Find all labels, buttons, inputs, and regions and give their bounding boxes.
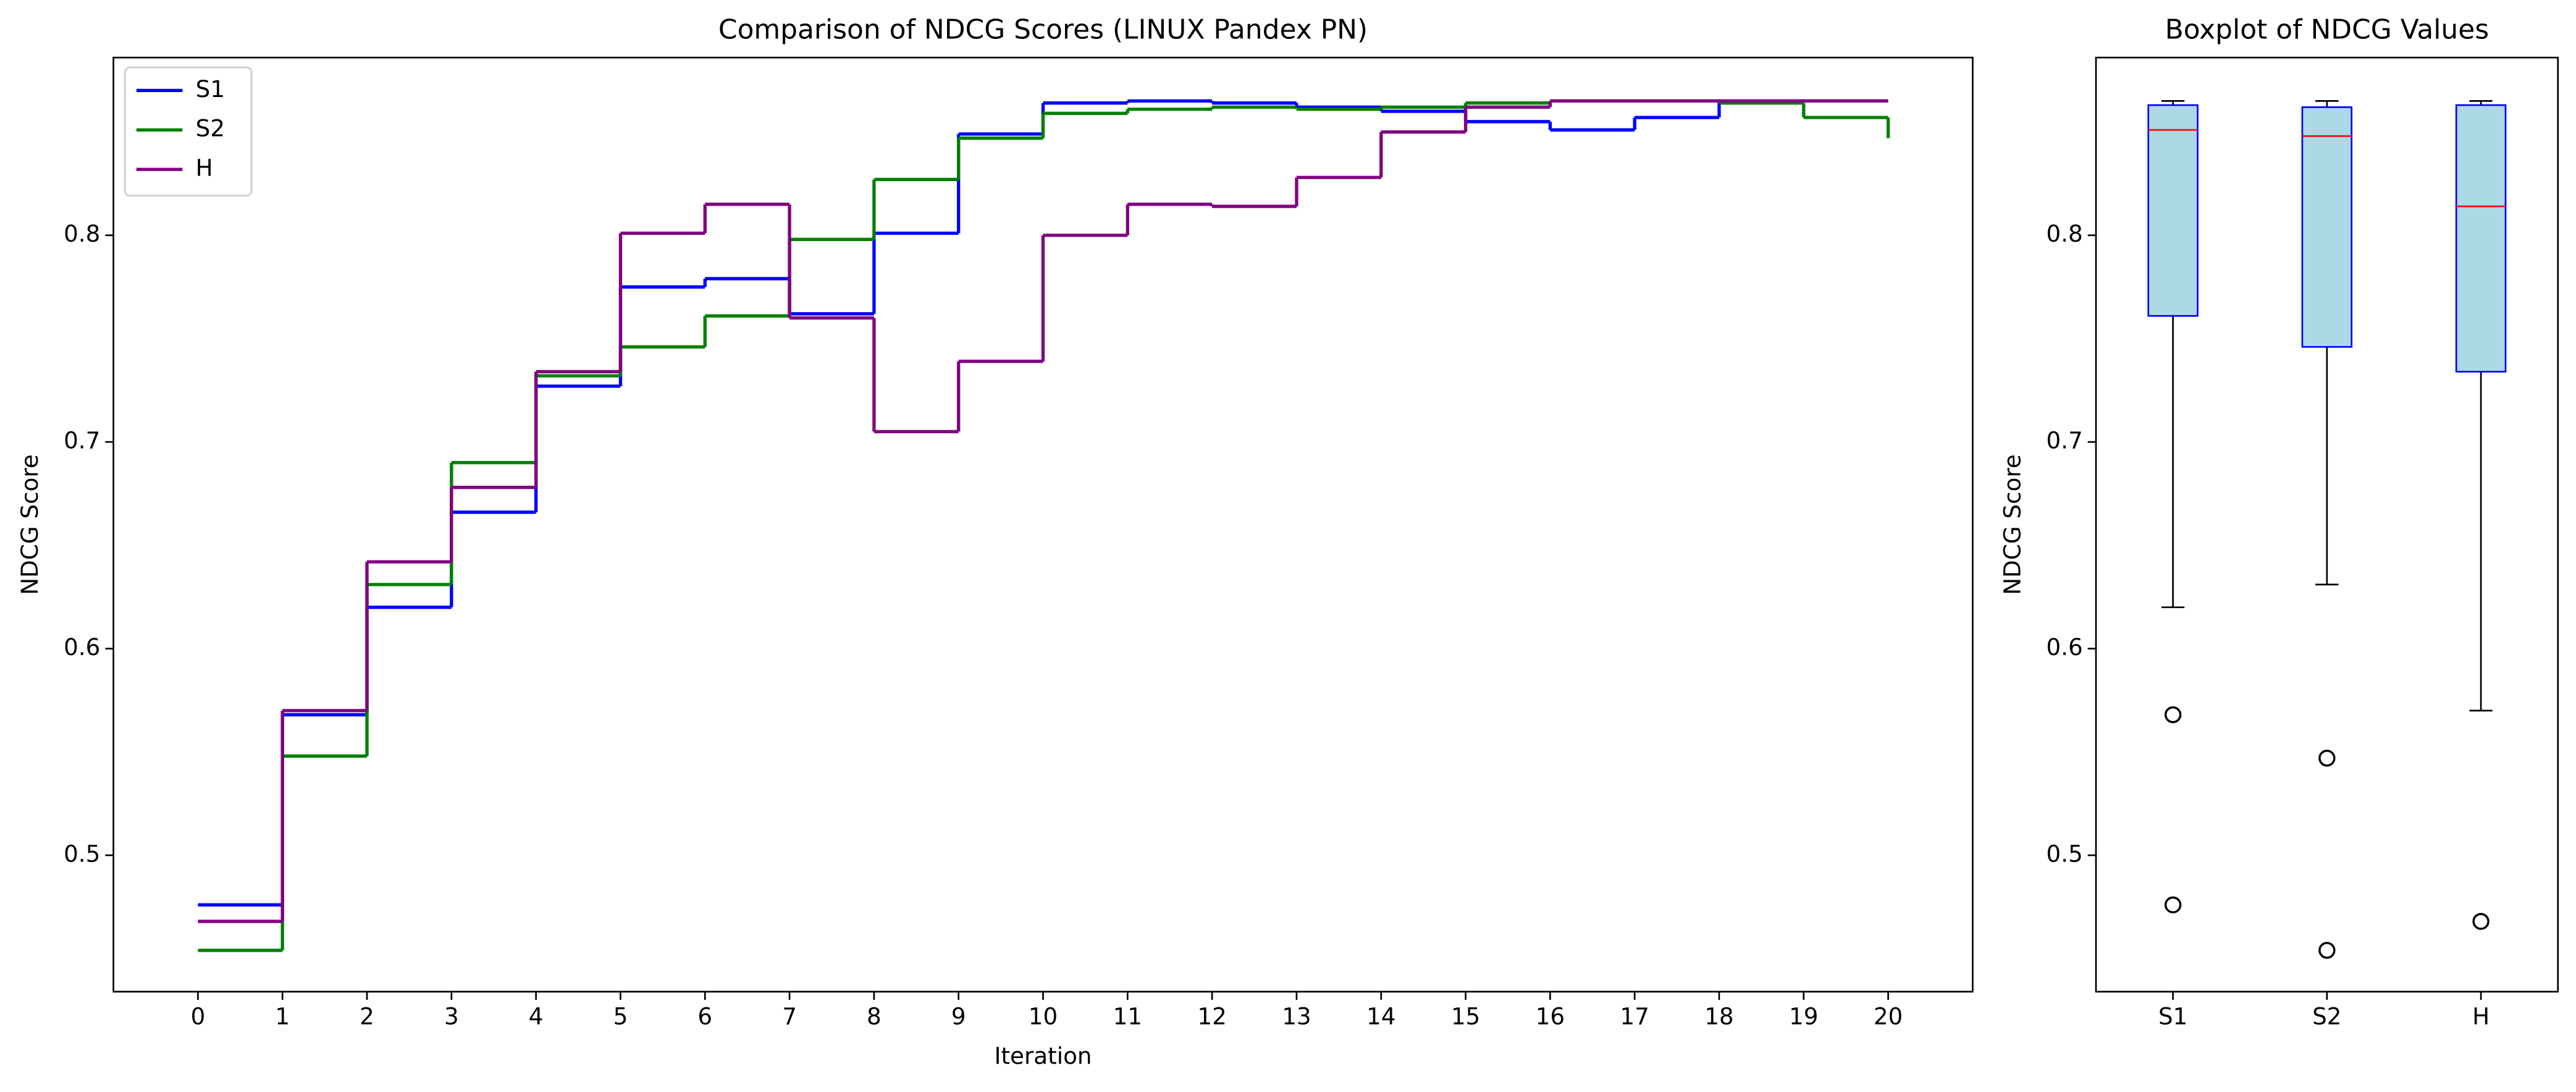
outlier [2164, 896, 2182, 913]
legend-label: H [196, 154, 213, 182]
chart-title: Boxplot of NDCG Values [2165, 14, 2490, 46]
outlier [2164, 706, 2182, 724]
y-tick-label: 0.7 [2046, 427, 2082, 454]
x-tick-label: 17 [1620, 1003, 1649, 1030]
x-tick-label: 3 [444, 1003, 459, 1030]
x-tick-label: 10 [1029, 1003, 1058, 1030]
x-tick-label: 6 [697, 1003, 712, 1030]
x-axis-label: Iteration [994, 1043, 1092, 1070]
x-tick-label: 0 [191, 1003, 206, 1030]
y-tick-label: 0.6 [2046, 633, 2082, 661]
outlier [2318, 942, 2336, 959]
plot-frame [2095, 56, 2559, 993]
x-tick-label: S1 [2158, 1003, 2187, 1030]
legend-label: S1 [196, 75, 225, 103]
legend-box [124, 66, 253, 197]
y-axis-label: NDCG Score [16, 454, 43, 595]
y-tick-label: 0.5 [2046, 840, 2082, 867]
box [2147, 104, 2199, 317]
x-tick-label: S2 [2312, 1003, 2341, 1030]
x-tick-label: 1 [275, 1003, 290, 1030]
y-tick-label: 0.8 [64, 220, 100, 247]
x-tick-label: 19 [1789, 1003, 1818, 1030]
x-tick-label: 8 [867, 1003, 882, 1030]
y-tick-label: 0.8 [2046, 220, 2082, 247]
x-tick-label: 15 [1451, 1003, 1480, 1030]
plot-frame [112, 56, 1974, 993]
x-tick-label: 2 [360, 1003, 374, 1030]
legend-label: S2 [196, 115, 225, 142]
x-tick-label: 13 [1282, 1003, 1311, 1030]
x-tick-label: 7 [782, 1003, 797, 1030]
x-tick-label: H [2472, 1003, 2490, 1030]
y-tick-label: 0.5 [64, 840, 100, 867]
box [2301, 106, 2353, 348]
y-axis-label: NDCG Score [1998, 454, 2026, 595]
x-tick-label: 5 [613, 1003, 628, 1030]
x-tick-label: 18 [1704, 1003, 1733, 1030]
x-tick-label: 14 [1366, 1003, 1395, 1030]
outlier [2318, 750, 2336, 767]
x-tick-label: 16 [1536, 1003, 1565, 1030]
x-tick-label: 20 [1874, 1003, 1903, 1030]
y-tick-label: 0.6 [64, 633, 100, 661]
y-tick-label: 0.7 [64, 427, 100, 454]
chart-title: Comparison of NDCG Scores (LINUX Pandex … [718, 14, 1368, 46]
x-tick-label: 4 [529, 1003, 544, 1030]
x-tick-label: 11 [1113, 1003, 1142, 1030]
box [2455, 104, 2507, 373]
x-tick-label: 9 [951, 1003, 966, 1030]
x-tick-label: 12 [1197, 1003, 1226, 1030]
outlier [2472, 913, 2490, 930]
